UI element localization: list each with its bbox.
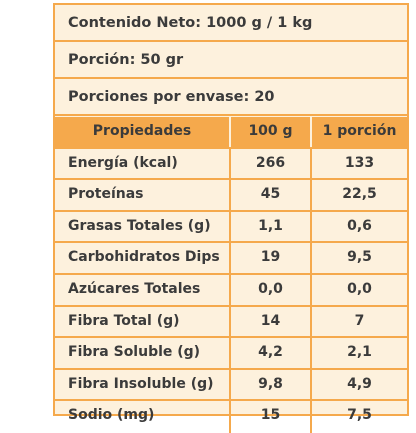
- table-row: Proteínas 45 22,5: [55, 180, 407, 212]
- portion-size: Porción: 50 gr: [55, 42, 407, 79]
- row-per-100g: 4,2: [231, 338, 312, 368]
- row-per-portion: 0,0: [347, 280, 372, 297]
- table-row: Energía (kcal) 266 133: [55, 148, 407, 181]
- header-per-portion: 1 porción: [322, 123, 397, 139]
- nutrition-table: Propiedades 100 g 1 porción Energía (kca…: [55, 117, 407, 433]
- table-row: Sodio (mg) 15 7,5: [55, 401, 407, 433]
- row-per-100g: 1,1: [231, 211, 312, 242]
- table-row: Fibra Total (g) 14 7: [55, 306, 407, 339]
- row-per-portion: 9,5: [347, 249, 372, 266]
- header-per-100g: 100 g: [231, 117, 312, 147]
- nutrition-label: Contenido Neto: 1000 g / 1 kg Porción: 5…: [53, 3, 409, 433]
- row-name: Sodio (mg): [55, 401, 231, 433]
- row-per-portion: 4,9: [347, 375, 372, 392]
- row-per-portion: 0,6: [347, 217, 372, 234]
- row-per-100g: 266: [231, 148, 312, 179]
- row-per-100g: 9,8: [231, 369, 312, 400]
- row-per-100g: 14: [231, 306, 312, 337]
- row-per-portion: 133: [344, 154, 375, 171]
- table-row: Fibra Insoluble (g) 9,8 4,9: [55, 369, 407, 402]
- row-per-100g: 15: [231, 401, 312, 433]
- header-properties: Propiedades: [55, 117, 231, 147]
- servings-per-container: Porciones por envase: 20: [55, 79, 407, 116]
- row-name: Fibra Insoluble (g): [55, 369, 231, 400]
- row-name: Carbohidratos Dips: [55, 243, 231, 273]
- row-name: Azúcares Totales: [55, 274, 231, 305]
- row-per-100g: 19: [231, 243, 312, 273]
- row-name: Grasas Totales (g): [55, 211, 231, 242]
- row-per-portion: 7,5: [347, 407, 372, 424]
- row-per-100g: 0,0: [231, 274, 312, 305]
- row-per-100g: 45: [231, 180, 312, 210]
- row-name: Fibra Soluble (g): [55, 338, 231, 368]
- table-header-row: Propiedades 100 g 1 porción: [55, 117, 407, 149]
- row-name: Energía (kcal): [55, 148, 231, 179]
- table-row: Azúcares Totales 0,0 0,0: [55, 274, 407, 307]
- net-content: Contenido Neto: 1000 g / 1 kg: [55, 5, 407, 42]
- row-name: Fibra Total (g): [55, 306, 231, 337]
- row-name: Proteínas: [55, 180, 231, 210]
- row-per-portion: 2,1: [347, 344, 372, 361]
- table-row: Carbohidratos Dips 19 9,5: [55, 243, 407, 275]
- table-row: Fibra Soluble (g) 4,2 2,1: [55, 338, 407, 370]
- row-per-portion: 7: [354, 312, 365, 329]
- table-row: Grasas Totales (g) 1,1 0,6: [55, 211, 407, 244]
- row-per-portion: 22,5: [342, 186, 377, 203]
